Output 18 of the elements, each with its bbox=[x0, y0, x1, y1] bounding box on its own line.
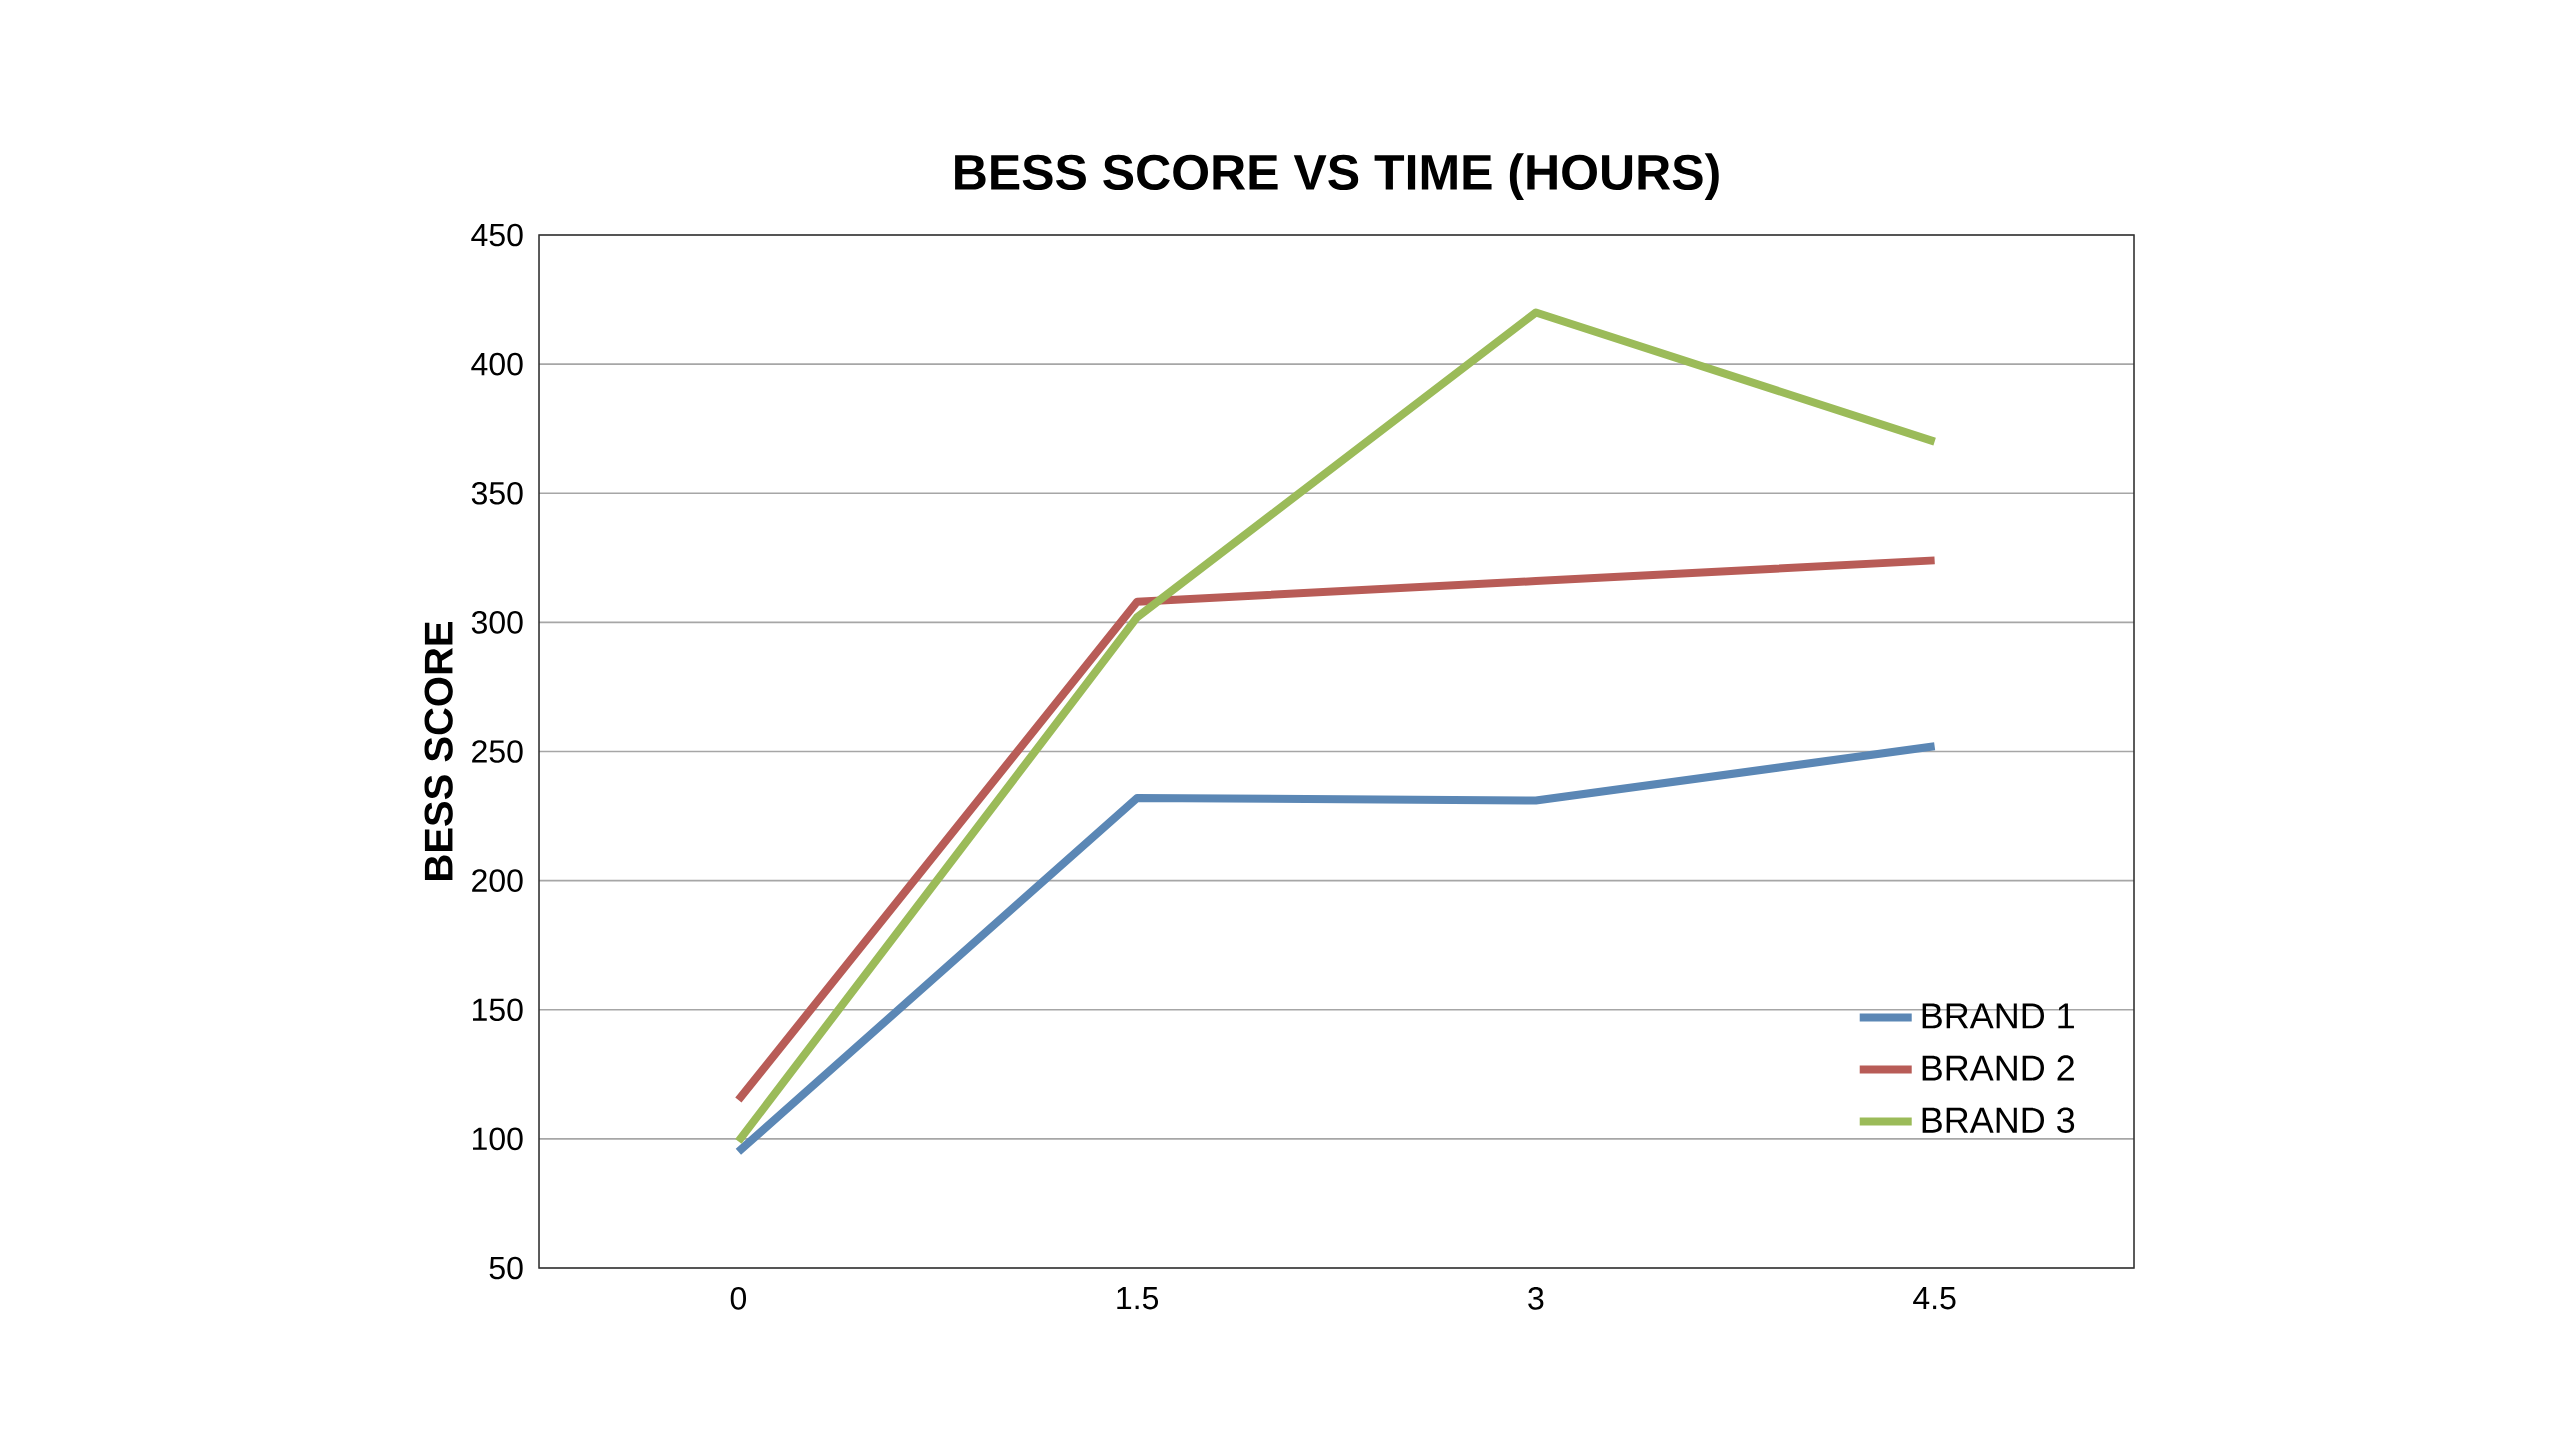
y-tick-label: 300 bbox=[471, 611, 523, 634]
x-tick-label: 4.5 bbox=[1913, 1287, 1956, 1310]
legend-label: BRAND 2 bbox=[1922, 1055, 2074, 1081]
legend-label: BRAND 1 bbox=[1922, 1003, 2074, 1029]
x-tick-label: 1.5 bbox=[1117, 1287, 1159, 1310]
y-tick-label: 50 bbox=[489, 1256, 523, 1280]
chart-title: BESS SCORE VS TIME (HOURS) bbox=[955, 153, 1719, 200]
y-tick-label: 350 bbox=[471, 481, 523, 505]
x-tick-label: 3 bbox=[1528, 1287, 1544, 1310]
y-tick-label: 150 bbox=[473, 998, 523, 1022]
y-tick-label: 250 bbox=[472, 740, 523, 763]
y-tick-label: 400 bbox=[471, 352, 523, 376]
x-tick-label: 0 bbox=[730, 1287, 747, 1310]
y-tick-label: 200 bbox=[472, 869, 523, 892]
y-axis-title: BESS SCORE bbox=[424, 621, 453, 880]
y-tick-label: 100 bbox=[473, 1127, 523, 1151]
y-tick-label: 450 bbox=[471, 223, 523, 247]
legend-label: BRAND 3 bbox=[1922, 1107, 2075, 1133]
